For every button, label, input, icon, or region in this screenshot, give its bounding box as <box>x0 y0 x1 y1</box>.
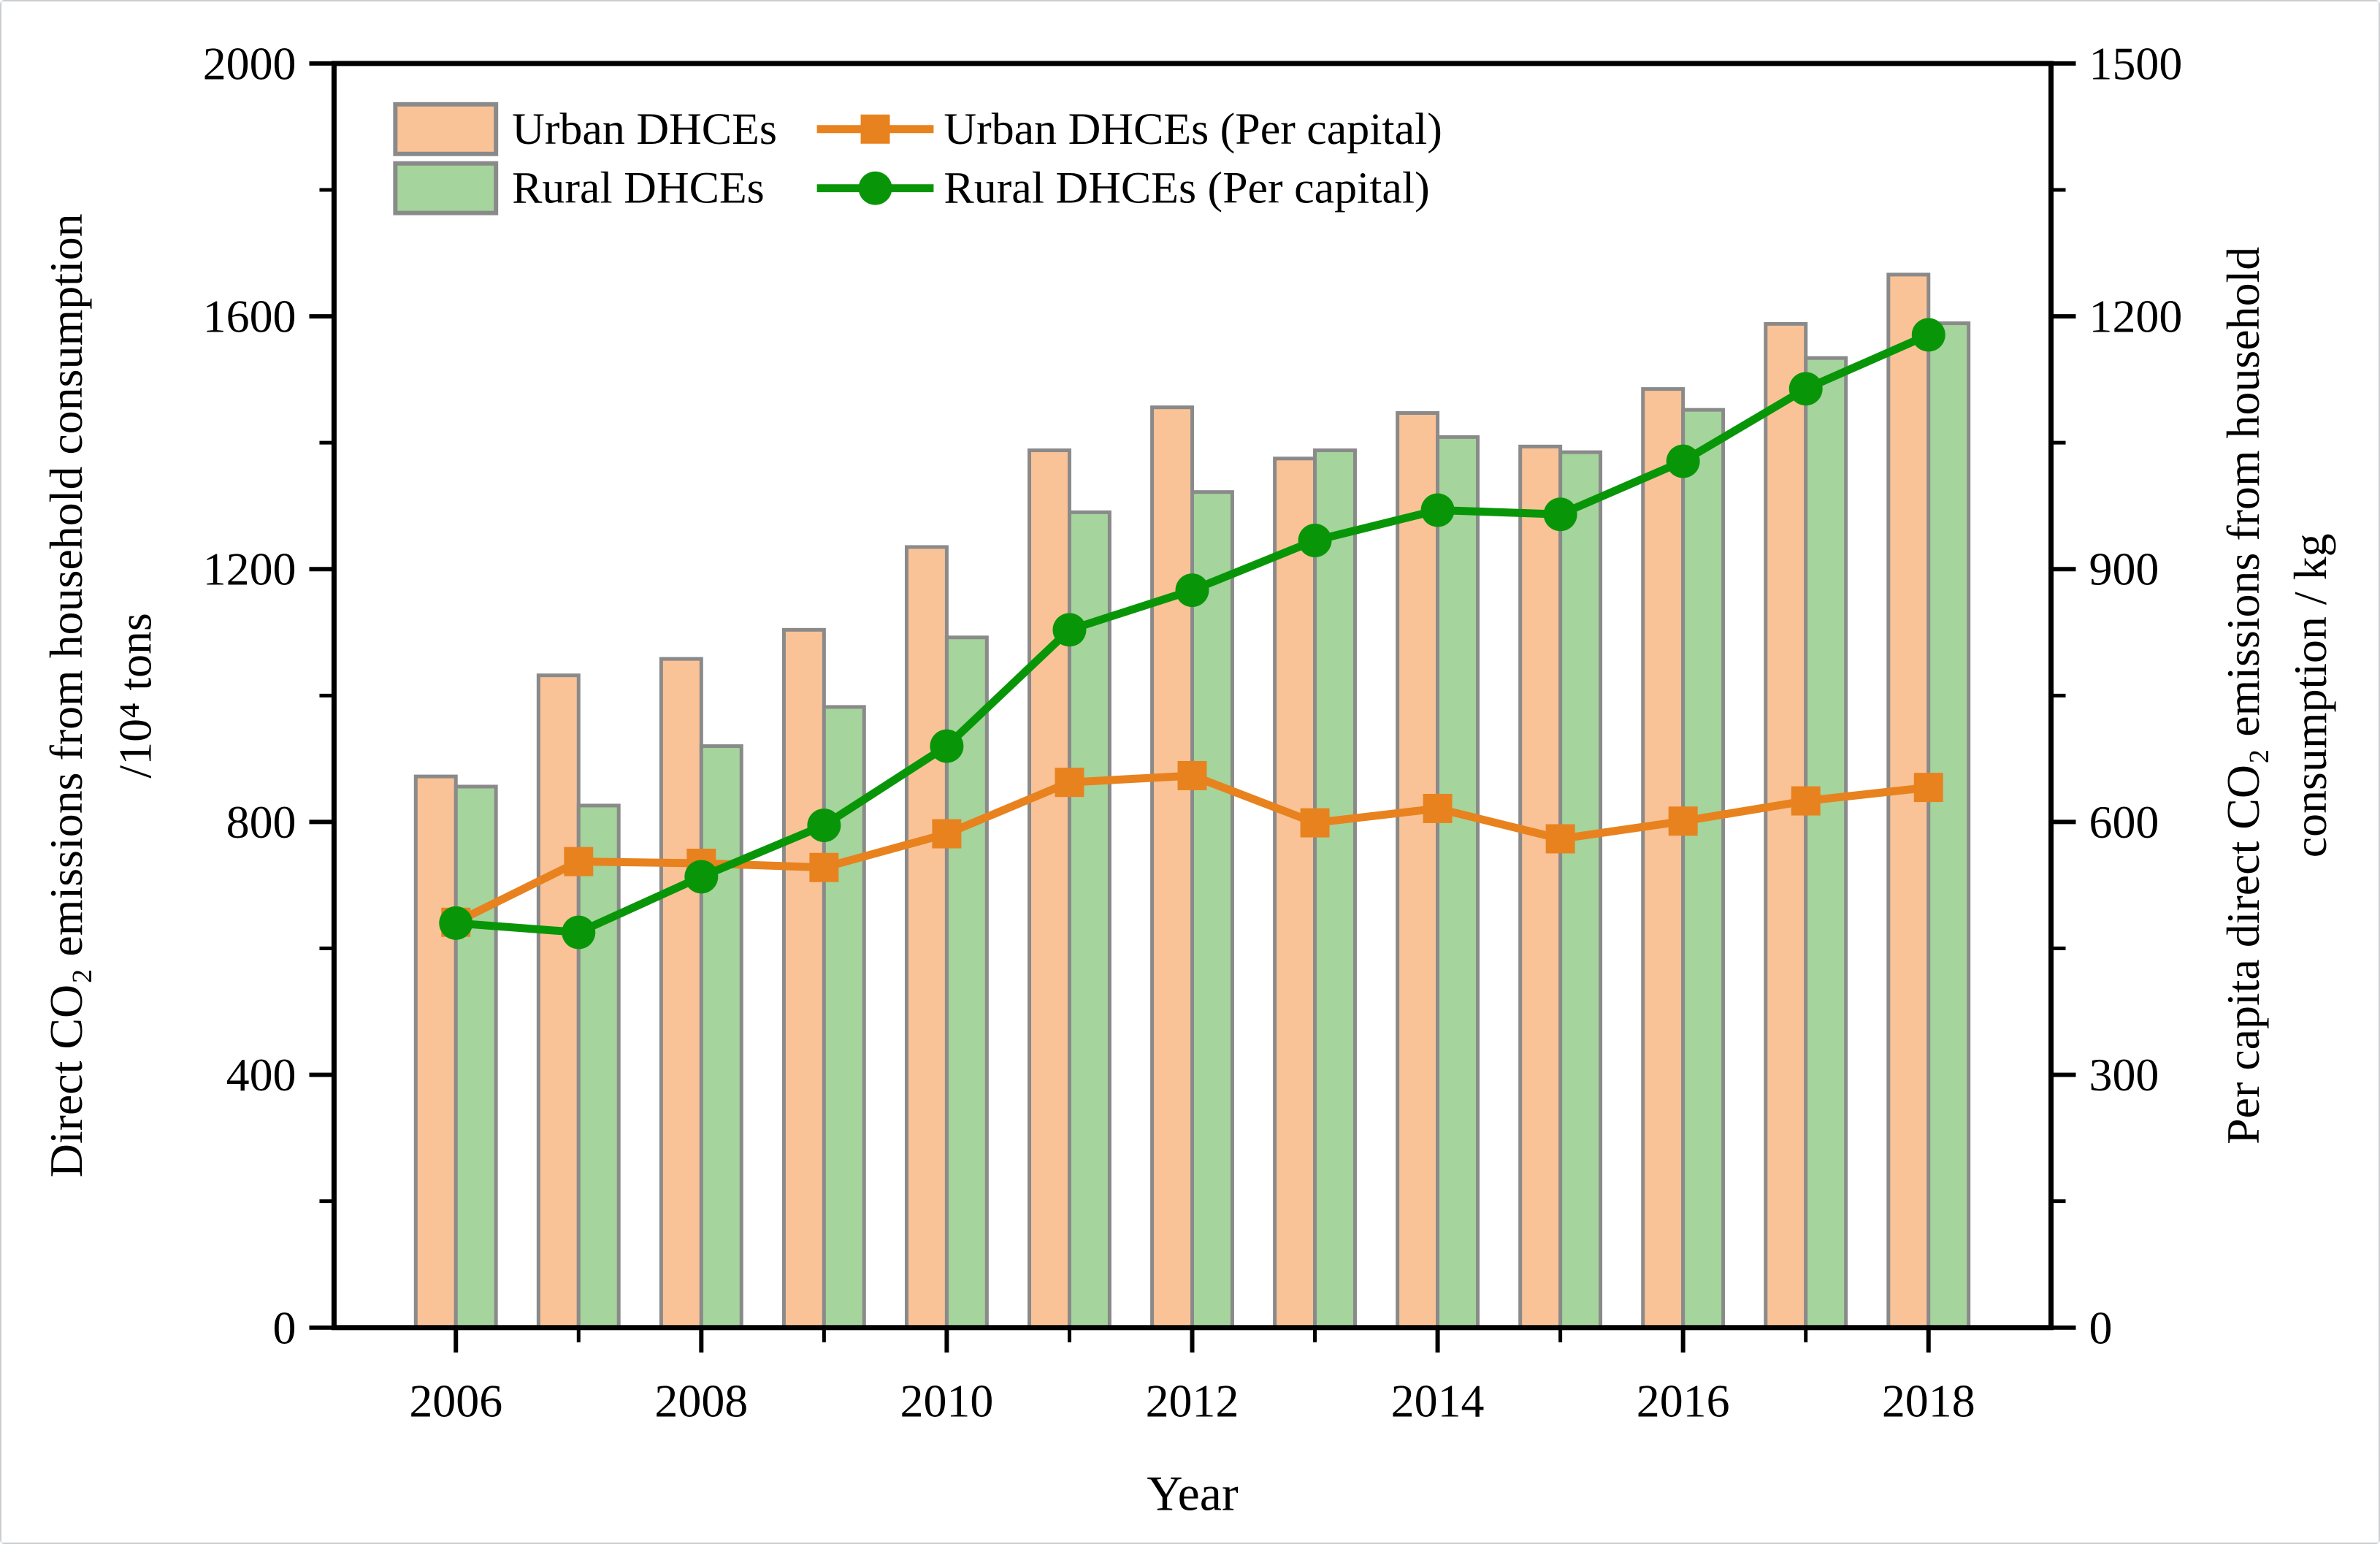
left-axis-tick-label-1600: 1600 <box>203 291 296 343</box>
left-axis-tick-label-0: 0 <box>273 1302 296 1353</box>
left-axis-tick-label-2000: 2000 <box>203 37 296 89</box>
legend-label-urban-line: Urban DHCEs (Per capital) <box>944 104 1442 154</box>
bar-rural-2012 <box>1190 490 1234 1330</box>
left-axis-title-line2: /10⁴ tons <box>110 613 161 778</box>
marker-urban-per-capita-2007 <box>564 846 594 876</box>
bar-urban-2009 <box>781 627 826 1330</box>
bar-rural-2017 <box>1804 356 1848 1330</box>
bar-urban-2013 <box>1273 456 1317 1330</box>
bar-urban-2014 <box>1396 410 1440 1330</box>
bar-rural-2011 <box>1067 510 1111 1330</box>
marker-rural-per-capita-2012 <box>1175 573 1209 608</box>
bar-rural-2014 <box>1436 435 1480 1330</box>
left-axis-tick-label-1200: 1200 <box>203 543 296 595</box>
bar-rural-2006 <box>454 784 498 1330</box>
bar-urban-2008 <box>659 657 703 1330</box>
marker-urban-per-capita-2010 <box>932 819 962 849</box>
bar-urban-2017 <box>1764 321 1808 1330</box>
right-axis-tick-label-1200: 1200 <box>2089 291 2182 343</box>
marker-rural-per-capita-2018 <box>1911 318 1945 352</box>
x-axis-tick-label-2008: 2008 <box>654 1375 748 1427</box>
x-axis-tick-label-2014: 2014 <box>1391 1375 1485 1427</box>
marker-urban-per-capita-2009 <box>809 852 839 882</box>
legend-label-urban-bar: Urban DHCEs <box>512 104 777 154</box>
marker-rural-per-capita-2014 <box>1420 493 1455 527</box>
marker-rural-per-capita-2016 <box>1666 444 1700 478</box>
marker-urban-per-capita-2018 <box>1913 773 1943 803</box>
marker-rural-per-capita-2011 <box>1052 613 1087 647</box>
right-axis-tick-label-1500: 1500 <box>2089 37 2182 89</box>
marker-rural-per-capita-2007 <box>562 915 596 949</box>
marker-urban-per-capita-2011 <box>1055 768 1084 798</box>
marker-rural-per-capita-2017 <box>1788 372 1823 406</box>
marker-rural-per-capita-2010 <box>930 729 964 763</box>
bar-rural-2018 <box>1926 321 1971 1330</box>
x-axis-title: Year <box>1147 1465 1239 1521</box>
bar-urban-2016 <box>1641 387 1685 1330</box>
right-axis-tick-label-900: 900 <box>2089 543 2159 595</box>
bar-rural-2010 <box>944 635 989 1330</box>
x-axis-tick-label-2010: 2010 <box>900 1375 994 1427</box>
marker-urban-per-capita-2016 <box>1668 806 1698 836</box>
bar-urban-2012 <box>1150 405 1194 1330</box>
right-axis-tick-label-300: 300 <box>2089 1049 2159 1101</box>
bar-urban-2015 <box>1518 444 1563 1330</box>
left-axis-title-line1: Direct CO₂ emissions from household cons… <box>40 213 92 1177</box>
legend-label-rural-line: Rural DHCEs (Per capital) <box>944 164 1429 213</box>
marker-rural-per-capita-2013 <box>1298 524 1332 557</box>
legend-swatch-rural-bar <box>393 161 499 215</box>
marker-rural-per-capita-2009 <box>807 809 841 843</box>
left-axis-tick-label-400: 400 <box>226 1049 296 1101</box>
right-axis-tick-label-0: 0 <box>2089 1302 2112 1353</box>
left-axis-tick-label-800: 800 <box>226 796 296 848</box>
legend-marker-urban-square <box>860 114 890 144</box>
legend-label-rural-bar: Rural DHCEs <box>512 164 765 213</box>
marker-urban-per-capita-2014 <box>1423 793 1453 823</box>
legend-marker-rural-circle <box>858 171 892 205</box>
marker-urban-per-capita-2015 <box>1545 824 1575 854</box>
bar-rural-2016 <box>1681 408 1726 1330</box>
marker-urban-per-capita-2013 <box>1300 808 1330 838</box>
marker-urban-per-capita-2012 <box>1177 760 1207 790</box>
x-axis-tick-label-2012: 2012 <box>1146 1375 1239 1427</box>
bar-rural-2007 <box>576 803 621 1330</box>
bar-urban-2007 <box>536 673 581 1330</box>
bar-urban-2006 <box>413 774 458 1330</box>
right-axis-tick-label-600: 600 <box>2089 796 2159 848</box>
right-axis-title-line2: consumption / kg <box>2284 533 2336 857</box>
bar-rural-2008 <box>699 744 743 1330</box>
marker-rural-per-capita-2006 <box>439 906 473 940</box>
marker-urban-per-capita-2017 <box>1791 786 1821 816</box>
right-axis-title-line1: Per capita direct CO₂ emissions from hou… <box>2217 247 2269 1144</box>
bar-urban-2011 <box>1028 448 1071 1330</box>
marker-rural-per-capita-2008 <box>684 860 719 894</box>
bar-urban-2010 <box>904 545 949 1330</box>
bar-rural-2013 <box>1313 448 1357 1330</box>
legend-swatch-urban-bar <box>393 102 499 156</box>
marker-rural-per-capita-2015 <box>1543 497 1577 532</box>
x-axis-tick-label-2018: 2018 <box>1882 1375 1975 1427</box>
x-axis-tick-label-2006: 2006 <box>409 1375 502 1427</box>
bar-rural-2015 <box>1558 450 1603 1330</box>
x-axis-tick-label-2016: 2016 <box>1637 1375 1730 1427</box>
